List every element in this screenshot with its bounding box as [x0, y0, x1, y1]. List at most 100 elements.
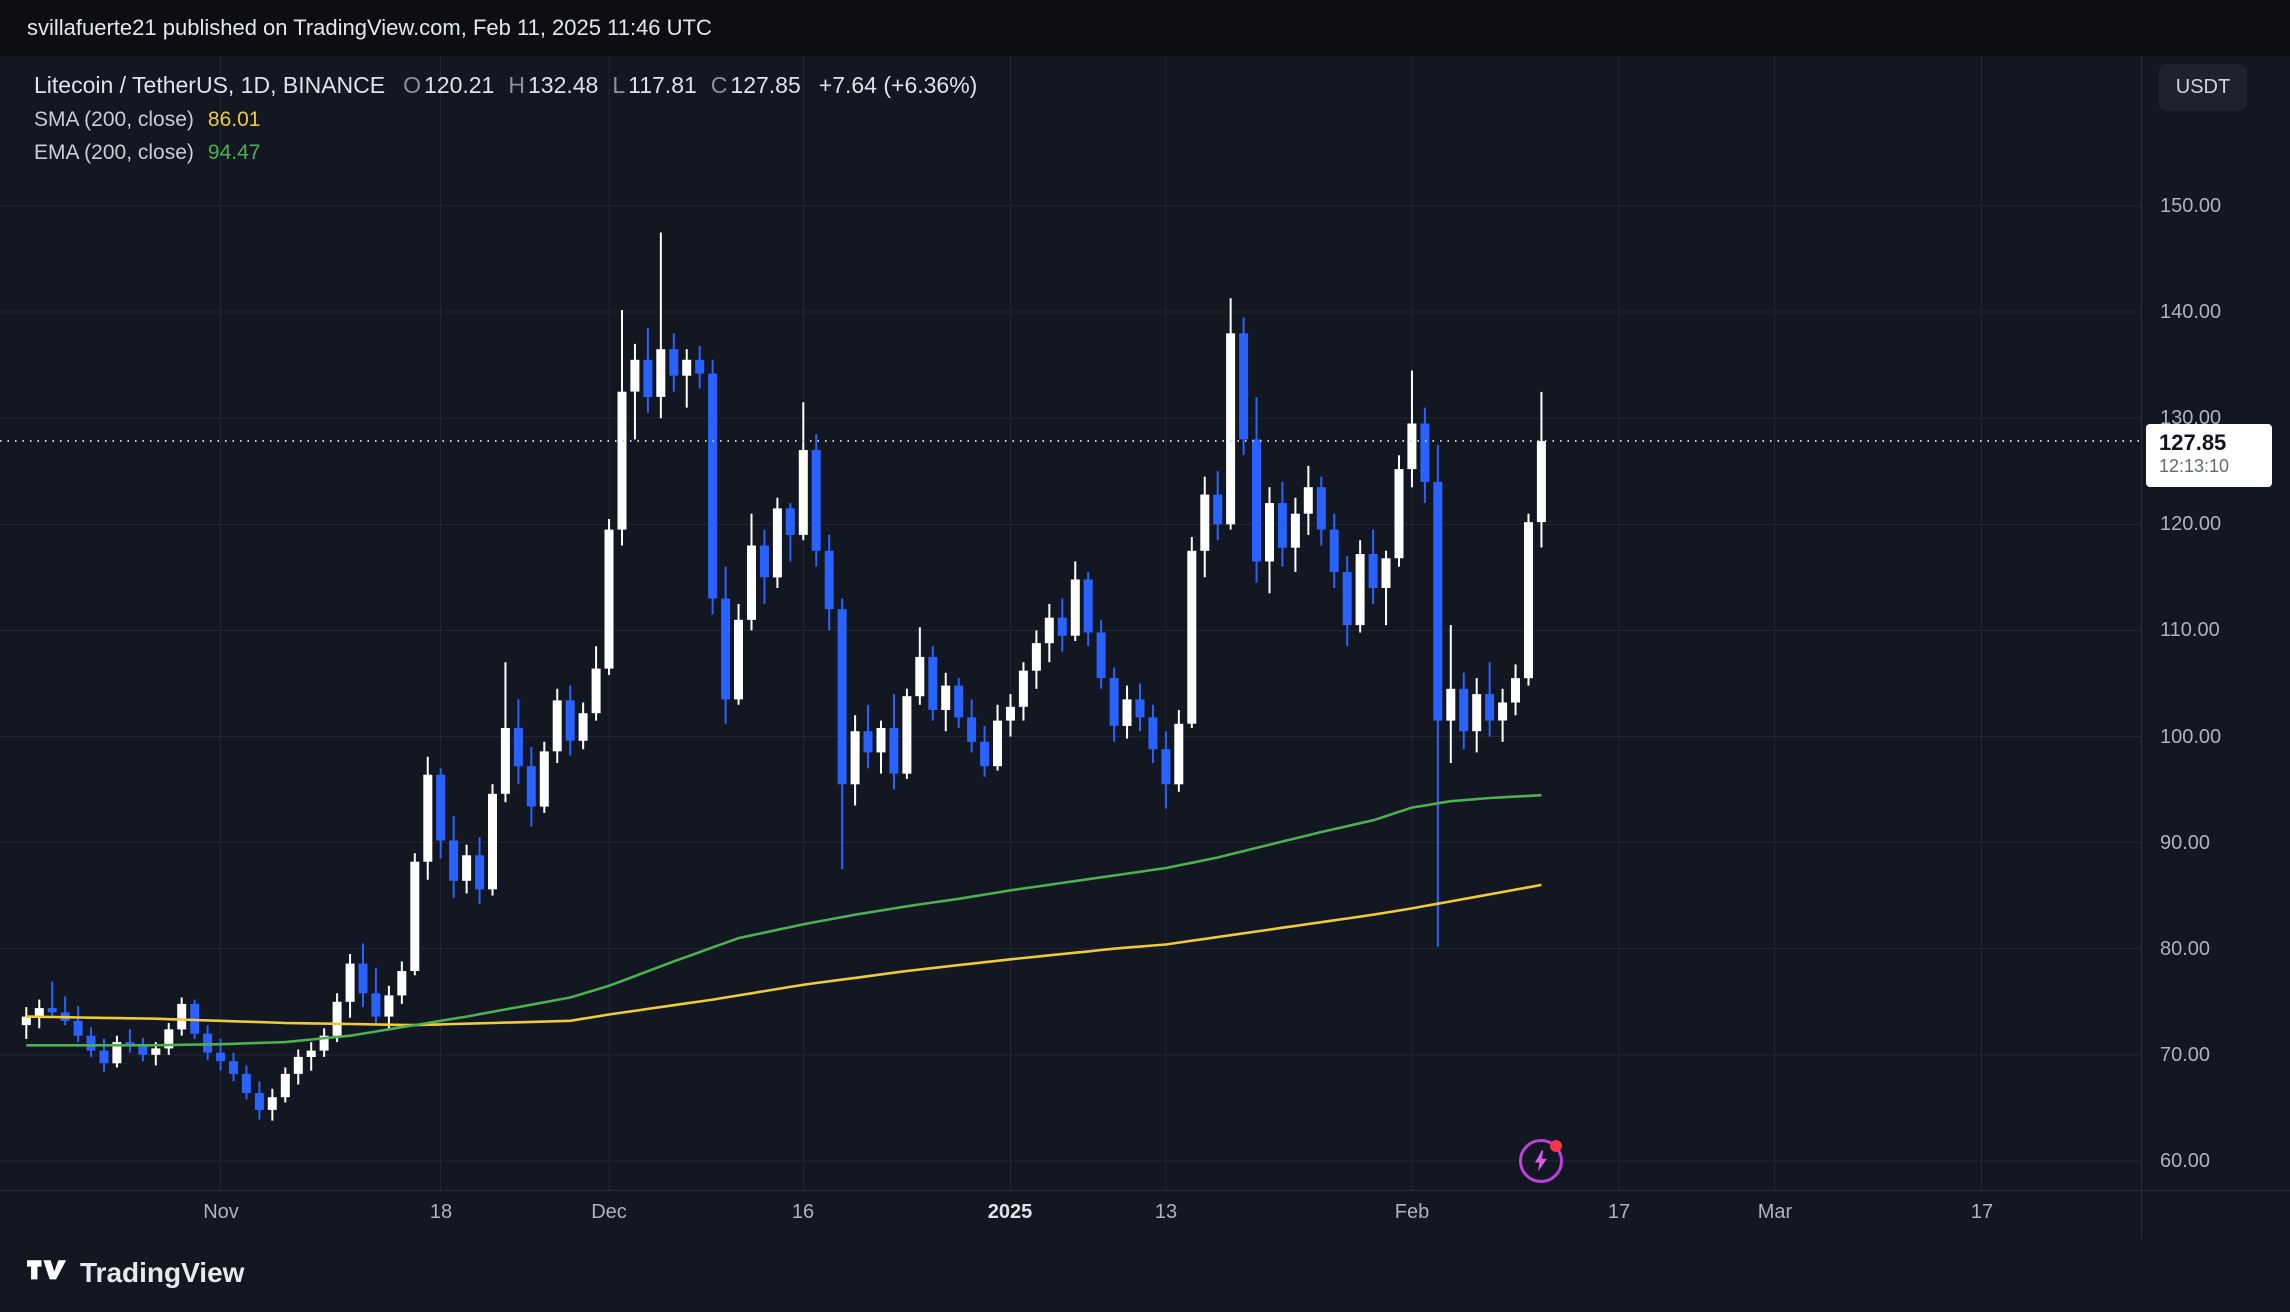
candle-body — [811, 450, 821, 551]
candle-body — [539, 751, 549, 807]
ohlc-values: O 120.21 H 132.48 L 117.81 C 127.85 — [403, 72, 801, 99]
candle-body — [1446, 688, 1456, 721]
candle-body — [759, 545, 769, 578]
candle-body — [1485, 694, 1495, 721]
candle-body — [617, 391, 627, 530]
price-tick-label: 100.00 — [2160, 726, 2222, 748]
candle-body — [1433, 481, 1443, 721]
candle-body — [1226, 333, 1236, 525]
candle-body — [1342, 572, 1352, 626]
candle-body — [513, 728, 523, 767]
candle-body — [941, 685, 951, 710]
candle-body — [99, 1050, 109, 1064]
candle-body — [630, 359, 640, 392]
candle-body — [863, 731, 873, 753]
candle-body — [1355, 554, 1365, 626]
price-tick-label: 110.00 — [2160, 619, 2220, 641]
candle-body — [1536, 441, 1546, 523]
candle-body — [850, 731, 860, 785]
candle-body — [254, 1093, 264, 1110]
currency-toggle-button[interactable]: USDT — [2159, 64, 2247, 111]
candle-body — [798, 450, 808, 535]
time-tick-label: 17 — [1607, 1201, 1631, 1223]
tradingview-logo-icon — [27, 1260, 67, 1280]
ema-line[interactable] — [26, 793, 1542, 1047]
candle-body — [889, 728, 899, 774]
candle-body — [1187, 550, 1197, 724]
candle-body — [902, 696, 912, 774]
time-tick-label: Feb — [1394, 1201, 1430, 1223]
indicator-sma[interactable]: SMA (200, close) 86.01 — [34, 106, 260, 134]
candle-body — [1161, 749, 1171, 785]
ohlc-open: O 120.21 — [403, 71, 495, 98]
candle-body — [1524, 522, 1533, 679]
candles-series — [21, 232, 1546, 1121]
candle-body — [358, 963, 368, 994]
last-price-value: 127.85 — [2159, 430, 2227, 455]
candle-body — [669, 349, 679, 376]
candle-body — [837, 609, 847, 785]
candle-body — [319, 1035, 329, 1051]
candle-body — [449, 840, 459, 881]
candle-body — [1290, 513, 1300, 548]
time-tick-label: 18 — [429, 1201, 453, 1223]
indicator-ema[interactable]: EMA (200, close) 94.47 — [34, 139, 260, 167]
price-tick-label: 140.00 — [2160, 301, 2222, 323]
candle-body — [876, 728, 886, 753]
candle-body — [1057, 617, 1067, 636]
footer-brand-link[interactable]: TradingView — [27, 1250, 244, 1296]
candle-body — [436, 774, 446, 841]
time-tick-label: 17 — [1970, 1201, 1994, 1223]
candle-body — [928, 656, 938, 710]
price-tick-label: 150.00 — [2160, 195, 2222, 217]
event-marker[interactable] — [1519, 1139, 1563, 1183]
candle-body — [34, 1008, 44, 1017]
price-tick-label: 60.00 — [2160, 1150, 2211, 1172]
time-axis[interactable]: Nov 18 Dec 16 2025 13 Feb 17 Mar 17 — [0, 1191, 2141, 1238]
time-tick-label: Dec — [591, 1201, 627, 1223]
candle-body — [1083, 579, 1093, 633]
candle-body — [229, 1061, 238, 1074]
indicator-ema-value: 94.47 — [207, 141, 261, 164]
candle-body — [345, 963, 355, 1002]
indicator-ema-name: EMA (200, close) — [34, 141, 194, 164]
time-tick-label: Nov — [203, 1201, 239, 1223]
publish-bar: svillafuerte21 published on TradingView.… — [0, 0, 2290, 56]
ohlc-low: L 117.81 — [612, 71, 697, 98]
candle-body — [164, 1029, 174, 1049]
candle-body — [967, 717, 977, 742]
candle-body — [604, 529, 614, 669]
price-tick-label: 130.00 — [2160, 407, 2222, 429]
candle-body — [332, 1001, 342, 1036]
indicator-sma-value: 86.01 — [207, 108, 261, 131]
candle-body — [1213, 494, 1223, 525]
candle-body — [1265, 503, 1274, 562]
candle-body — [643, 359, 653, 397]
candle-body — [475, 855, 485, 890]
price-tick-label: 90.00 — [2160, 832, 2211, 854]
ohlc-close: C 127.85 — [710, 71, 801, 98]
candle-body — [1394, 469, 1404, 559]
symbol-title[interactable]: Litecoin / TetherUS, 1D, BINANCE — [34, 71, 386, 98]
candle-body — [1329, 529, 1339, 572]
candle-body — [1511, 678, 1520, 703]
candle-body — [1109, 678, 1119, 726]
candle-body — [1303, 487, 1313, 514]
price-axis[interactable]: 150.00 140.00 130.00 120.00 110.00 100.00 90.0… — [2142, 56, 2290, 1190]
time-tick-label: Mar — [1757, 1201, 1793, 1223]
price-tick-label: 120.00 — [2160, 513, 2222, 535]
candle-body — [1498, 702, 1508, 721]
candle-body — [500, 728, 510, 794]
candle-body — [1200, 494, 1210, 551]
grid — [0, 56, 2141, 1190]
candle-body — [721, 598, 731, 700]
candle-body — [384, 995, 394, 1017]
candle-body — [656, 349, 666, 397]
candle-body — [151, 1048, 161, 1055]
candle-body — [526, 766, 536, 807]
sma-line[interactable] — [26, 883, 1542, 1027]
candle-body — [1316, 487, 1326, 530]
price-tick-label: 70.00 — [2160, 1044, 2211, 1066]
